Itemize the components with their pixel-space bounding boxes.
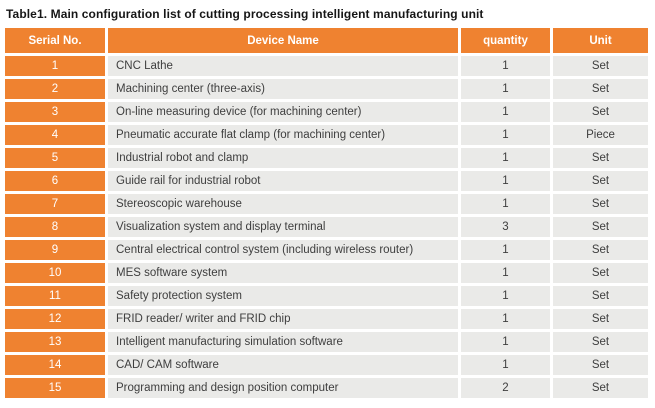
serial-cell: 2 [5, 79, 105, 99]
device-cell: Guide rail for industrial robot [108, 171, 458, 191]
table-body: 1 CNC Lathe 1 Set 2 Machining center (th… [5, 56, 648, 398]
serial-cell: 7 [5, 194, 105, 214]
device-cell: Machining center (three-axis) [108, 79, 458, 99]
quantity-cell: 1 [461, 240, 550, 260]
device-cell: CAD/ CAM software [108, 355, 458, 375]
device-cell: Pneumatic accurate flat clamp (for machi… [108, 125, 458, 145]
quantity-cell: 1 [461, 148, 550, 168]
quantity-cell: 2 [461, 378, 550, 398]
table-row: 15 Programming and design position compu… [5, 378, 648, 398]
unit-cell: Set [553, 378, 648, 398]
column-header-serial-no: Serial No. [5, 28, 105, 53]
device-cell: MES software system [108, 263, 458, 283]
serial-cell: 1 [5, 56, 105, 76]
device-cell: Industrial robot and clamp [108, 148, 458, 168]
serial-cell: 3 [5, 102, 105, 122]
unit-cell: Set [553, 148, 648, 168]
quantity-cell: 1 [461, 56, 550, 76]
device-cell: Central electrical control system (inclu… [108, 240, 458, 260]
column-header-quantity: quantity [461, 28, 550, 53]
quantity-cell: 3 [461, 217, 550, 237]
table-row: 3 On-line measuring device (for machinin… [5, 102, 648, 122]
serial-cell: 5 [5, 148, 105, 168]
unit-cell: Set [553, 102, 648, 122]
device-cell: On-line measuring device (for machining … [108, 102, 458, 122]
unit-cell: Set [553, 217, 648, 237]
table-row: 6 Guide rail for industrial robot 1 Set [5, 171, 648, 191]
serial-cell: 11 [5, 286, 105, 306]
table-header-row: Serial No. Device Name quantity Unit [5, 28, 648, 53]
serial-cell: 14 [5, 355, 105, 375]
unit-cell: Set [553, 355, 648, 375]
table-row: 8 Visualization system and display termi… [5, 217, 648, 237]
quantity-cell: 1 [461, 286, 550, 306]
quantity-cell: 1 [461, 171, 550, 191]
serial-cell: 4 [5, 125, 105, 145]
quantity-cell: 1 [461, 263, 550, 283]
unit-cell: Set [553, 309, 648, 329]
device-cell: CNC Lathe [108, 56, 458, 76]
table-row: 14 CAD/ CAM software 1 Set [5, 355, 648, 375]
device-cell: Stereoscopic warehouse [108, 194, 458, 214]
serial-cell: 6 [5, 171, 105, 191]
unit-cell: Set [553, 332, 648, 352]
quantity-cell: 1 [461, 102, 550, 122]
device-cell: FRID reader/ writer and FRID chip [108, 309, 458, 329]
unit-cell: Set [553, 79, 648, 99]
unit-cell: Piece [553, 125, 648, 145]
serial-cell: 9 [5, 240, 105, 260]
table-row: 10 MES software system 1 Set [5, 263, 648, 283]
unit-cell: Set [553, 171, 648, 191]
device-cell: Visualization system and display termina… [108, 217, 458, 237]
serial-cell: 12 [5, 309, 105, 329]
table-row: 5 Industrial robot and clamp 1 Set [5, 148, 648, 168]
quantity-cell: 1 [461, 332, 550, 352]
quantity-cell: 1 [461, 355, 550, 375]
device-cell: Safety protection system [108, 286, 458, 306]
column-header-unit: Unit [553, 28, 648, 53]
column-header-device-name: Device Name [108, 28, 458, 53]
unit-cell: Set [553, 286, 648, 306]
unit-cell: Set [553, 194, 648, 214]
unit-cell: Set [553, 263, 648, 283]
unit-cell: Set [553, 56, 648, 76]
quantity-cell: 1 [461, 125, 550, 145]
device-cell: Programming and design position computer [108, 378, 458, 398]
serial-cell: 8 [5, 217, 105, 237]
serial-cell: 15 [5, 378, 105, 398]
table-row: 2 Machining center (three-axis) 1 Set [5, 79, 648, 99]
device-cell: Intelligent manufacturing simulation sof… [108, 332, 458, 352]
page-title: Table1. Main configuration list of cutti… [6, 7, 484, 21]
table-row: 11 Safety protection system 1 Set [5, 286, 648, 306]
unit-cell: Set [553, 240, 648, 260]
config-table: Serial No. Device Name quantity Unit 1 C… [2, 25, 651, 401]
table-row: 4 Pneumatic accurate flat clamp (for mac… [5, 125, 648, 145]
table-row: 13 Intelligent manufacturing simulation … [5, 332, 648, 352]
table-row: 12 FRID reader/ writer and FRID chip 1 S… [5, 309, 648, 329]
serial-cell: 13 [5, 332, 105, 352]
table-row: 9 Central electrical control system (inc… [5, 240, 648, 260]
serial-cell: 10 [5, 263, 105, 283]
table-row: 1 CNC Lathe 1 Set [5, 56, 648, 76]
quantity-cell: 1 [461, 194, 550, 214]
quantity-cell: 1 [461, 309, 550, 329]
table-row: 7 Stereoscopic warehouse 1 Set [5, 194, 648, 214]
quantity-cell: 1 [461, 79, 550, 99]
